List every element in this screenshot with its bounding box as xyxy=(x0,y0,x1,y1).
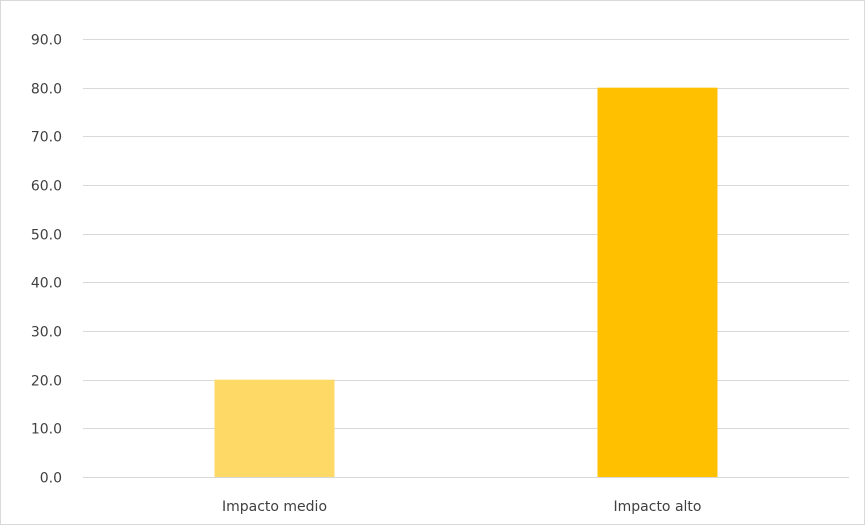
y-axis-tick-labels: 0.0 10.0 20.0 30.0 40.0 50.0 60.0 70.0 80.0 90.0 xyxy=(31,33,62,487)
y-tick-label: 10.0 xyxy=(31,422,62,438)
gridlines xyxy=(83,39,849,478)
y-tick-label: 90.0 xyxy=(31,33,62,49)
x-category-label: Impacto medio xyxy=(222,499,327,515)
y-tick-label: 60.0 xyxy=(31,179,62,195)
bar xyxy=(597,87,718,478)
x-axis-category-labels: Impacto medio Impacto alto xyxy=(222,499,702,515)
y-tick-label: 20.0 xyxy=(31,374,62,390)
x-category-label: Impacto alto xyxy=(614,499,702,515)
y-tick-label: 80.0 xyxy=(31,82,62,98)
y-tick-label: 0.0 xyxy=(40,471,62,487)
y-tick-label: 50.0 xyxy=(31,228,62,244)
bars xyxy=(214,87,718,478)
y-tick-label: 30.0 xyxy=(31,325,62,341)
y-tick-label: 70.0 xyxy=(31,130,62,146)
bar xyxy=(214,379,335,477)
y-tick-label: 40.0 xyxy=(31,276,62,292)
